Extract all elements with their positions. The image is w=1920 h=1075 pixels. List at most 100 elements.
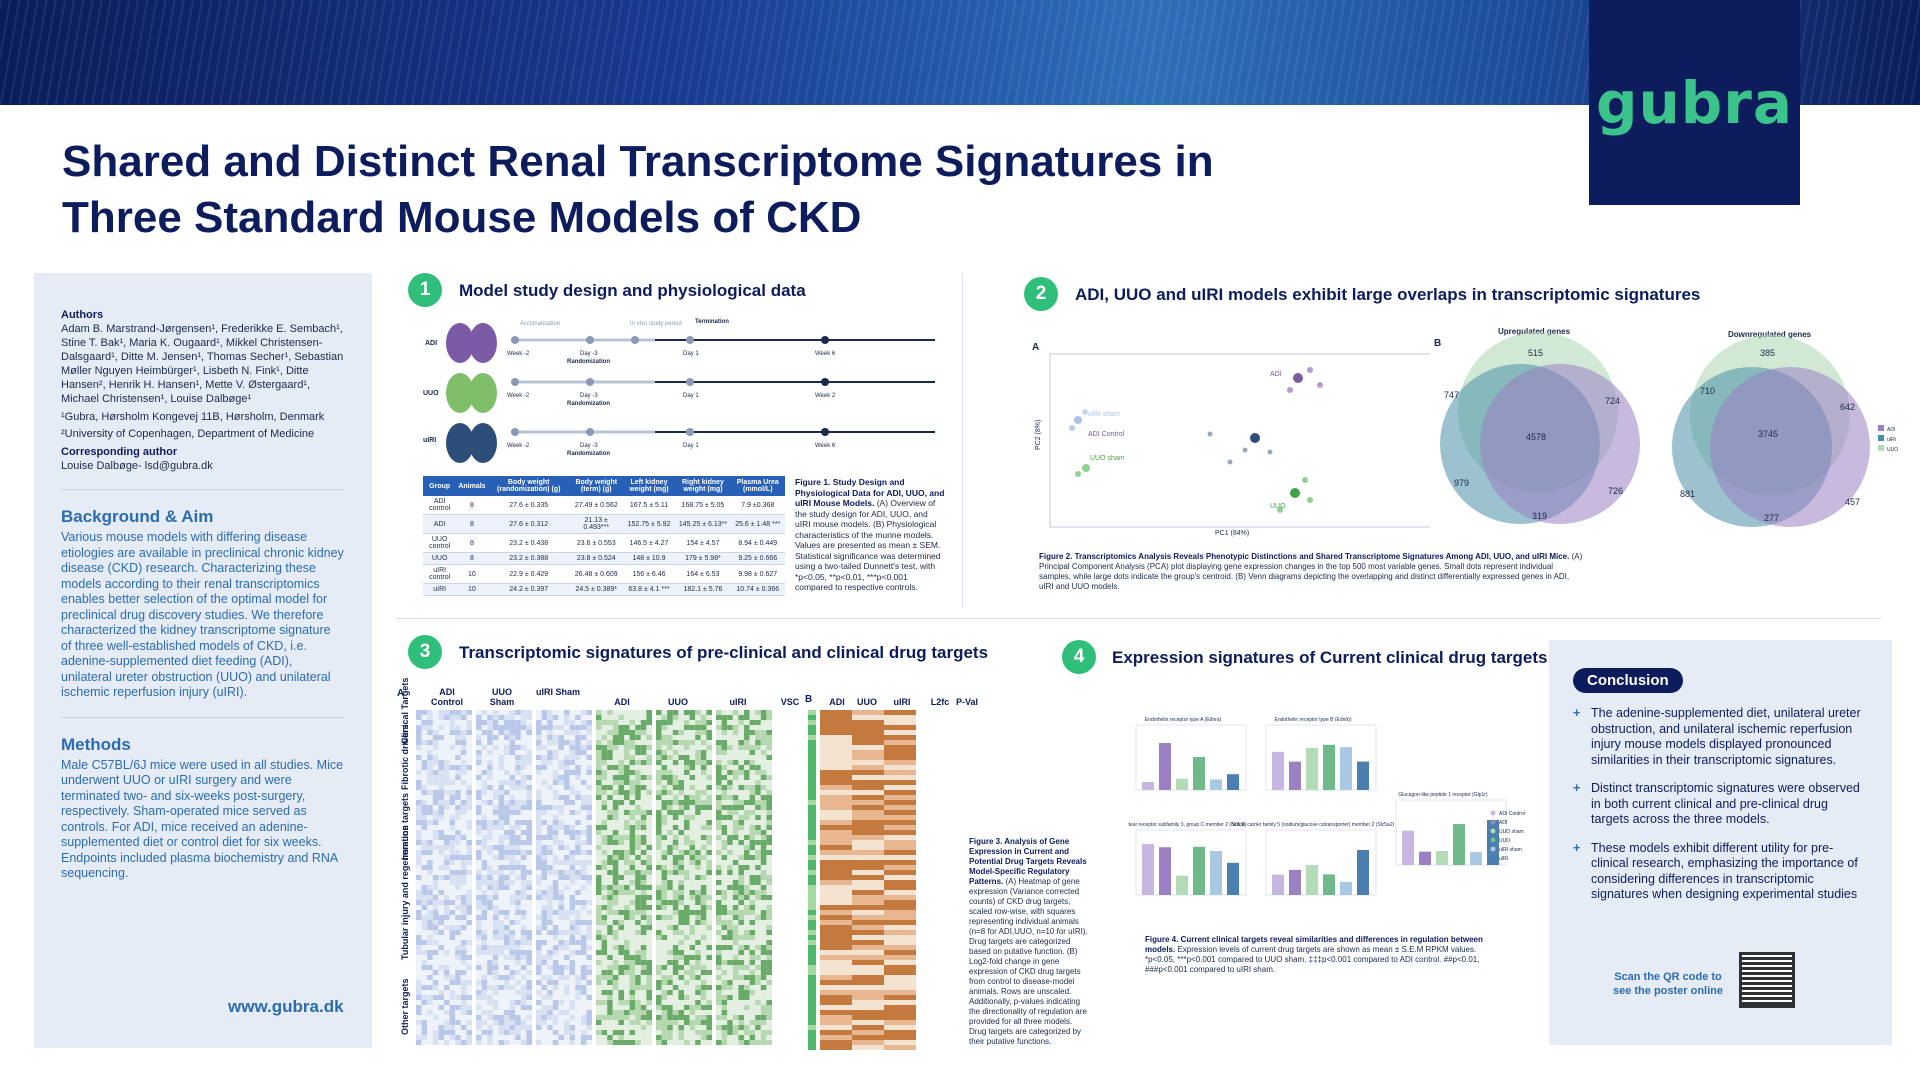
heatmap-cell	[755, 975, 761, 980]
heatmap-cell	[552, 720, 559, 725]
table-cell: 26.48 ± 0.609	[569, 564, 623, 584]
svg-text:Acclimatisation: Acclimatisation	[520, 321, 560, 327]
heatmap-cell	[596, 825, 602, 830]
heatmap-cell	[624, 920, 630, 925]
heatmap-cell	[618, 800, 624, 805]
heatmap-cell	[536, 985, 542, 990]
heatmap-cell	[416, 855, 422, 860]
heatmap-cell	[504, 730, 510, 735]
log2fc-cell	[820, 980, 852, 985]
heatmap-cell	[476, 920, 482, 925]
heatmap-cell	[596, 785, 602, 790]
heatmap-cell	[624, 930, 630, 935]
heatmap-cell	[481, 725, 488, 730]
heatmap-cell	[580, 810, 587, 815]
qr-code[interactable]	[1739, 952, 1795, 1008]
heatmap-cell	[416, 990, 422, 995]
heatmap-cell	[618, 1030, 624, 1035]
heatmap-cell	[515, 1005, 521, 1010]
heatmap-cell	[607, 835, 613, 840]
heatmap-cell	[716, 850, 722, 855]
heatmap-cell	[716, 745, 722, 750]
heatmap-cell	[558, 900, 564, 905]
heatmap-cell	[575, 845, 581, 850]
model-label-uuo: UUO	[423, 390, 439, 397]
heatmap-cell	[444, 755, 450, 760]
heatmap-cell	[498, 890, 504, 895]
website-link[interactable]: www.gubra.dk	[228, 997, 344, 1016]
heatmap-cell	[575, 790, 581, 795]
heatmap-cell	[509, 725, 516, 730]
heatmap-cell	[438, 815, 444, 820]
heatmap-cell	[661, 1035, 668, 1040]
heatmap-cell	[738, 770, 744, 775]
heatmap-cell	[449, 990, 456, 995]
heatmap-cell	[607, 755, 613, 760]
heatmap-cell	[558, 880, 564, 885]
heatmap-cell	[700, 905, 707, 910]
heatmap-cell	[520, 765, 527, 770]
heatmap-cell	[455, 835, 461, 840]
heatmap-cell	[640, 710, 647, 715]
heatmap-cell	[661, 925, 668, 930]
heatmap-col-label: UUO	[857, 697, 877, 707]
heatmap-cell	[498, 855, 504, 860]
heatmap-cell	[612, 810, 619, 815]
heatmap-cell	[689, 885, 696, 890]
logo-box[interactable]: gubra	[1589, 0, 1800, 205]
heatmap-cell	[438, 915, 444, 920]
pval-cell	[808, 985, 816, 990]
table-row: uIRI control 10 22.9 ± 0.429 26.48 ± 0.609 1…	[423, 564, 785, 584]
heatmap-cell	[455, 740, 461, 745]
heatmap-cell	[509, 735, 516, 740]
svg-text:ADI: ADI	[1887, 427, 1895, 433]
heatmap-cell	[607, 765, 613, 770]
heatmap-cell	[646, 730, 652, 735]
heatmap-cell	[536, 1020, 542, 1025]
heatmap-cell	[760, 1010, 767, 1015]
log2fc-cell	[820, 715, 852, 720]
heatmap-cell	[498, 925, 504, 930]
heatmap-cell	[727, 935, 733, 940]
heatmap-cell	[744, 880, 750, 885]
log2fc-cell	[884, 955, 916, 960]
heatmap-cell	[721, 815, 728, 820]
heatmap-cell	[449, 1020, 456, 1025]
log2fc-cell	[852, 1025, 884, 1030]
heatmap-cell	[700, 875, 707, 880]
heatmap-cell	[672, 725, 679, 730]
heatmap-cell	[552, 925, 559, 930]
heatmap-cell	[678, 915, 684, 920]
heatmap-cell	[689, 800, 696, 805]
heatmap-cell	[721, 710, 728, 715]
heatmap-cell	[449, 955, 456, 960]
heatmap-cell	[640, 1040, 647, 1045]
svg-text:uIRI sham: uIRI sham	[1088, 411, 1120, 418]
heatmap-cell	[629, 1025, 636, 1030]
heatmap-cell	[444, 1020, 450, 1025]
heatmap-cell	[738, 880, 744, 885]
heatmap-cell	[732, 940, 739, 945]
heatmap-cell	[432, 770, 439, 775]
heatmap-cell	[755, 1010, 761, 1015]
heatmap-cell	[536, 820, 542, 825]
heatmap-cell	[738, 935, 744, 940]
heatmap-cell	[700, 910, 707, 915]
heatmap-cell	[558, 780, 564, 785]
heatmap-cell	[455, 1015, 461, 1020]
heatmap-cell	[575, 915, 581, 920]
heatmap-cell	[766, 720, 772, 725]
heatmap-cell	[749, 1015, 756, 1020]
heatmap-cell	[656, 915, 662, 920]
heatmap-cell	[738, 985, 744, 990]
heatmap-cell	[536, 990, 542, 995]
heatmap-cell	[509, 1035, 516, 1040]
heatmap-cell	[515, 1030, 521, 1035]
log2fc-cell	[852, 860, 884, 865]
heatmap-cell	[706, 950, 712, 955]
heatmap-cell	[667, 900, 673, 905]
heatmap-cell	[558, 805, 564, 810]
heatmap-cell	[618, 780, 624, 785]
heatmap-cell	[427, 870, 433, 875]
corresponding-author[interactable]: Louise Dalbøge- lsd@gubra.dk	[61, 460, 213, 472]
